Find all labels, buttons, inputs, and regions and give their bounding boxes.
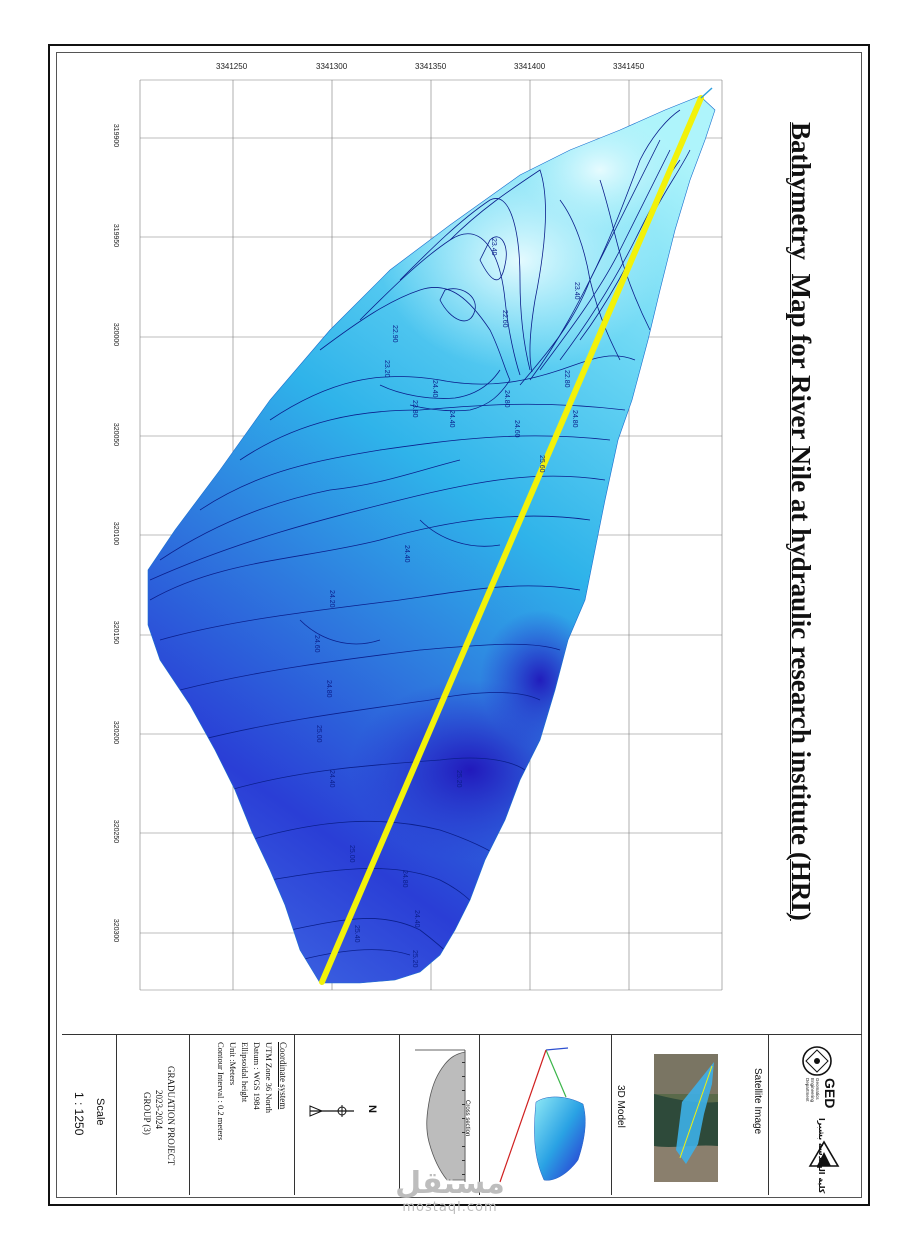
survey-boundary — [147, 95, 716, 984]
project-year: 2023-2024 — [154, 1090, 164, 1129]
coordinate-cell — [190, 1035, 295, 1195]
x-tick-label: 3341250 — [216, 62, 248, 71]
x-tick-label: 3341400 — [514, 62, 546, 71]
x-tick-label: 3341450 — [613, 62, 645, 71]
contour-label: 25.20 — [455, 770, 462, 788]
cross-section-title: Cross section — [464, 1100, 470, 1137]
contour-label: 24.80 — [571, 410, 578, 428]
contour-label: 23.20 — [383, 360, 390, 378]
outer-frame — [48, 44, 870, 1206]
ged-logo-icon — [802, 1046, 832, 1076]
satellite-label: Satellite Image — [752, 1068, 763, 1135]
north-cell — [295, 1035, 400, 1195]
contour-label: 24.60 — [313, 635, 320, 653]
project-group: GROUP (3) — [142, 1092, 152, 1135]
satellite-cell — [612, 1035, 769, 1195]
scale-label: Scale — [94, 1098, 106, 1126]
satellite-image — [654, 1054, 718, 1182]
x-tick-label: 3341350 — [415, 62, 447, 71]
scale-value: 1 : 1250 — [72, 1092, 86, 1136]
contour-label: 25.40 — [353, 925, 360, 943]
cross-section-line — [319, 95, 704, 985]
contour-label: 24.60 — [513, 420, 520, 438]
x-tick-label: 3341300 — [316, 62, 348, 71]
contour-label: 22.80 — [563, 370, 570, 388]
contour-label: 24.40 — [328, 770, 335, 788]
contour-label: 25.00 — [315, 725, 322, 743]
faculty-logo-icon — [808, 1140, 840, 1167]
contour-label: 24.20 — [328, 590, 335, 608]
coordinate-line: UTM Zone 36 North — [264, 1042, 274, 1114]
contour-label: 24.40 — [448, 410, 455, 428]
cross-section-profile — [415, 1049, 466, 1182]
contour-label: 24.40 — [413, 910, 420, 928]
contour-label: 23.80 — [411, 400, 418, 418]
inner-frame — [56, 52, 862, 1198]
ged-logo-text: GED — [822, 1078, 838, 1109]
coordinate-heading: Coordinate system — [278, 1042, 288, 1110]
model-3d-image — [499, 1047, 586, 1183]
coordinate-line: Ellipsoidal height — [240, 1042, 250, 1103]
contour-label: 22.90 — [391, 325, 398, 343]
coordinate-line: Unit :Meters — [228, 1042, 238, 1086]
map-title: Bathymetry Map for River Nile at hydraul… — [786, 122, 816, 921]
watermark-url: mostaql.com — [402, 1200, 498, 1215]
contour-label: 22.60 — [501, 310, 508, 328]
project-cell — [117, 1035, 190, 1195]
watermark-arabic: مستقل — [395, 1166, 505, 1201]
watermark: مستقل mostaql.com — [380, 1166, 520, 1216]
north-arrow-icon — [309, 1105, 354, 1117]
coordinate-line: Datum : WGS 1984 — [252, 1042, 262, 1110]
coordinate-line: Contour Interval : 0.2 meters — [216, 1042, 226, 1141]
project-title: GRADUATION PROJECT — [166, 1066, 176, 1166]
scale-cell — [62, 1035, 117, 1195]
contour-label: 24.40 — [431, 380, 438, 398]
contour-label: 23.40 — [490, 238, 497, 256]
contour-label: 24.40 — [403, 545, 410, 563]
contour-label: 24.80 — [325, 680, 332, 698]
legend-strip — [62, 1034, 862, 1035]
section-extension — [700, 87, 713, 99]
contour-label: 25.20 — [411, 950, 418, 968]
contour-label: 25.60 — [538, 455, 545, 473]
contour-label: 24.80 — [401, 870, 408, 888]
model-3d-cell — [480, 1035, 612, 1195]
faculty-logo-text: كلية الهندسة بشبرا — [817, 1118, 826, 1194]
contour-label: 25.00 — [348, 845, 355, 863]
ged-logo-subtitle: Geomatics Engineering Department — [805, 1078, 820, 1103]
contour-label: 24.80 — [503, 390, 510, 408]
cross-section-cell — [400, 1035, 480, 1195]
contour-label: 23.40 — [573, 282, 580, 300]
north-label: N — [366, 1105, 378, 1113]
